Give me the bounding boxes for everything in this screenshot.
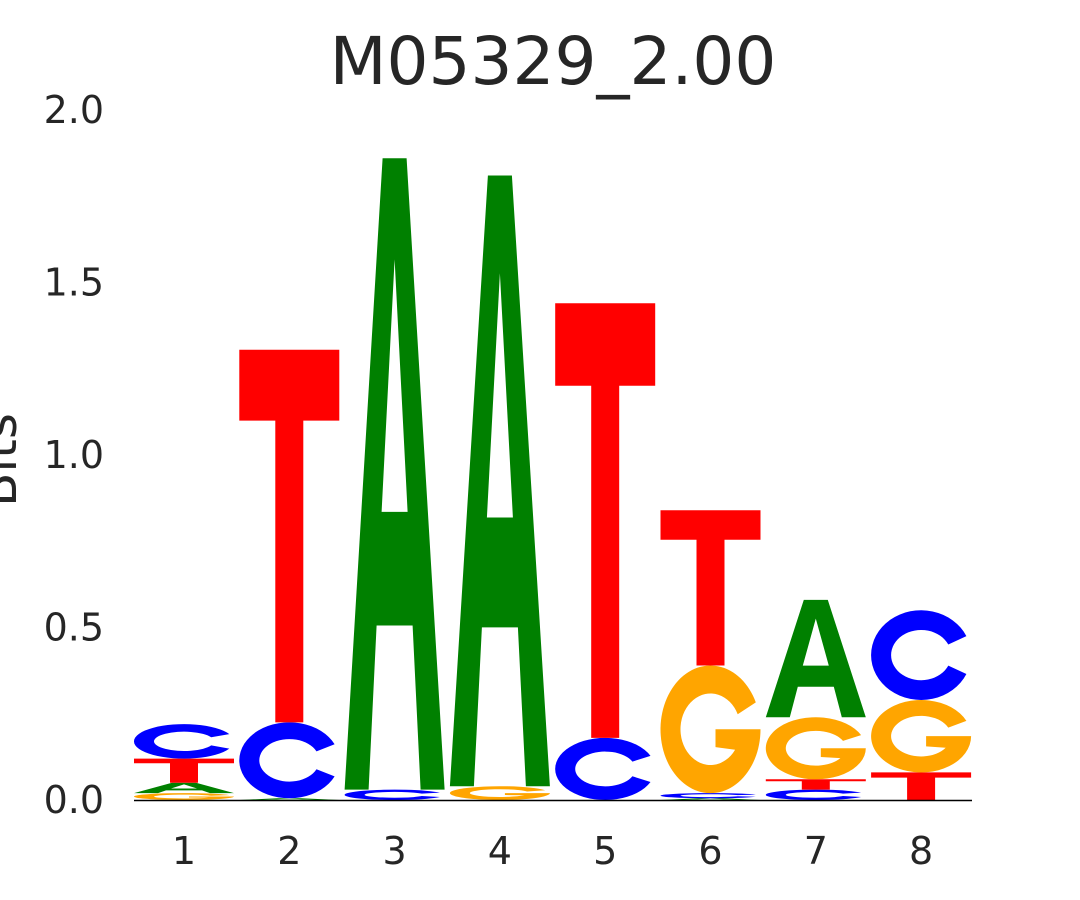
logo-letter-G (134, 793, 235, 801)
y-tick-label: 1.5 (44, 261, 104, 305)
logo-letter-T (555, 303, 656, 738)
logo-letter-A (765, 599, 866, 718)
logo-letter-C (344, 789, 440, 800)
logo-letter-G (660, 665, 761, 794)
logo-letter-T (660, 510, 761, 666)
logo-letter-G (449, 786, 550, 801)
x-tick-label: 1 (172, 829, 196, 873)
x-tick-label: 6 (698, 829, 722, 873)
x-ticks: 1 2 3 4 5 6 7 8 (172, 829, 933, 873)
chart-title: M05329_2.00 (330, 23, 777, 100)
x-tick-label: 3 (383, 829, 407, 873)
x-tick-label: 2 (277, 829, 301, 873)
logo-letter-C (660, 793, 756, 799)
logo-letter-C (555, 737, 651, 800)
x-tick-label: 4 (488, 829, 512, 873)
logo-letter-T (134, 758, 234, 783)
logo-letter-C (765, 789, 862, 800)
y-tick-label: 0.0 (44, 778, 104, 822)
y-ticks: 0.0 0.5 1.0 1.5 2.0 (44, 88, 104, 822)
logo-letter-C (239, 722, 335, 799)
y-axis-label: Bits (0, 413, 28, 507)
y-tick-label: 1.0 (44, 433, 104, 477)
logo-letter-G (765, 717, 866, 780)
logo-letter-G (871, 699, 972, 773)
logo-letter-A (344, 158, 445, 790)
logo-letter-T (239, 349, 340, 723)
logo-letter-C (871, 610, 967, 700)
y-tick-label: 0.5 (44, 606, 104, 650)
logo-letter-C (133, 724, 230, 759)
logo-letter-A (449, 175, 550, 787)
logo-letter-T (871, 772, 972, 800)
x-tick-label: 5 (593, 829, 617, 873)
logo-letter-T (765, 779, 866, 790)
logo-letter-A (660, 798, 761, 800)
logo-letter-A (239, 798, 340, 800)
logo-letter-A (134, 782, 234, 794)
y-tick-label: 2.0 (44, 88, 104, 132)
x-tick-label: 7 (804, 829, 828, 873)
x-tick-label: 8 (909, 829, 933, 873)
logo-letters (133, 158, 972, 801)
